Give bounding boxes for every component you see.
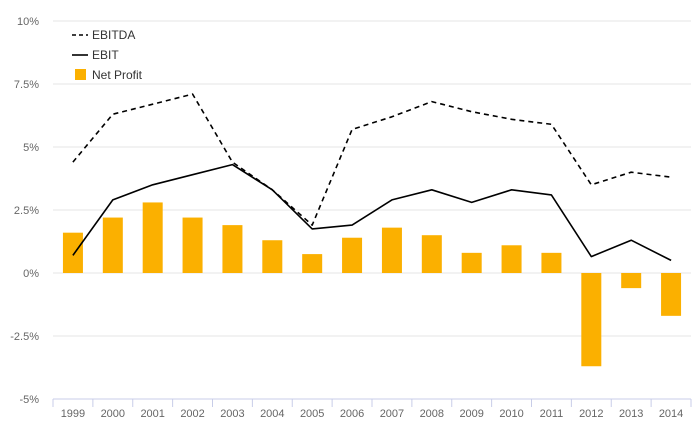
legend: EBITDA EBIT Net Profit (72, 28, 143, 82)
y-tick-label: 2.5% (14, 205, 39, 217)
bar-net-profit (342, 237, 363, 273)
bar-net-profit (461, 252, 482, 273)
legend-swatch-net-profit (75, 69, 86, 80)
bar-net-profit (62, 232, 83, 273)
y-tick-label: -5% (19, 394, 39, 406)
y-tick-label: 5% (23, 142, 39, 154)
legend-label-ebitda: EBITDA (92, 28, 135, 42)
y-tick-label: 10% (17, 16, 39, 28)
y-tick-label: 0% (23, 268, 39, 280)
x-tick-label: 2001 (140, 408, 164, 420)
bar-net-profit (381, 227, 402, 273)
lines (72, 93, 672, 262)
y-axis: 10% 7.5% 5% 2.5% 0% -2.5% -5% (10, 16, 39, 406)
x-tick-label: 2003 (220, 408, 244, 420)
bar-net-profit (222, 225, 243, 273)
x-tick-label: 2008 (420, 408, 444, 420)
x-tick-label: 2007 (380, 408, 404, 420)
x-tick-label: 2009 (459, 408, 483, 420)
line-ebit (72, 163, 672, 262)
bar-net-profit (661, 273, 682, 316)
x-tick-label: 2004 (260, 408, 284, 420)
legend-label-net-profit: Net Profit (92, 68, 143, 82)
bar-net-profit (142, 202, 163, 273)
x-tick-label: 2002 (180, 408, 204, 420)
bars (62, 202, 682, 367)
x-tick-label: 2006 (340, 408, 364, 420)
bar-net-profit (262, 240, 283, 273)
x-tick-label: 2005 (300, 408, 324, 420)
bar-net-profit (501, 245, 522, 273)
x-tick-label: 2000 (101, 408, 125, 420)
bar-net-profit (421, 235, 442, 273)
bar-net-profit (182, 217, 203, 273)
bar-net-profit (541, 252, 562, 273)
y-tick-label: -2.5% (10, 331, 39, 343)
y-tick-label: 7.5% (14, 79, 39, 91)
x-tick-label: 2010 (499, 408, 523, 420)
bar-net-profit (581, 273, 602, 367)
legend-label-ebit: EBIT (92, 48, 119, 62)
x-tick-label: 1999 (61, 408, 85, 420)
x-tick-label: 2013 (619, 408, 643, 420)
x-tick-label: 2011 (540, 408, 564, 420)
x-tick-label: 2014 (659, 408, 683, 420)
bar-net-profit (302, 254, 323, 273)
bar-net-profit (621, 273, 642, 289)
x-axis: 1999 2000 2001 2002 2003 2004 2005 2006 2007 2008… (52, 398, 692, 420)
bar-net-profit (102, 217, 123, 273)
x-tick-label: 2012 (579, 408, 603, 420)
